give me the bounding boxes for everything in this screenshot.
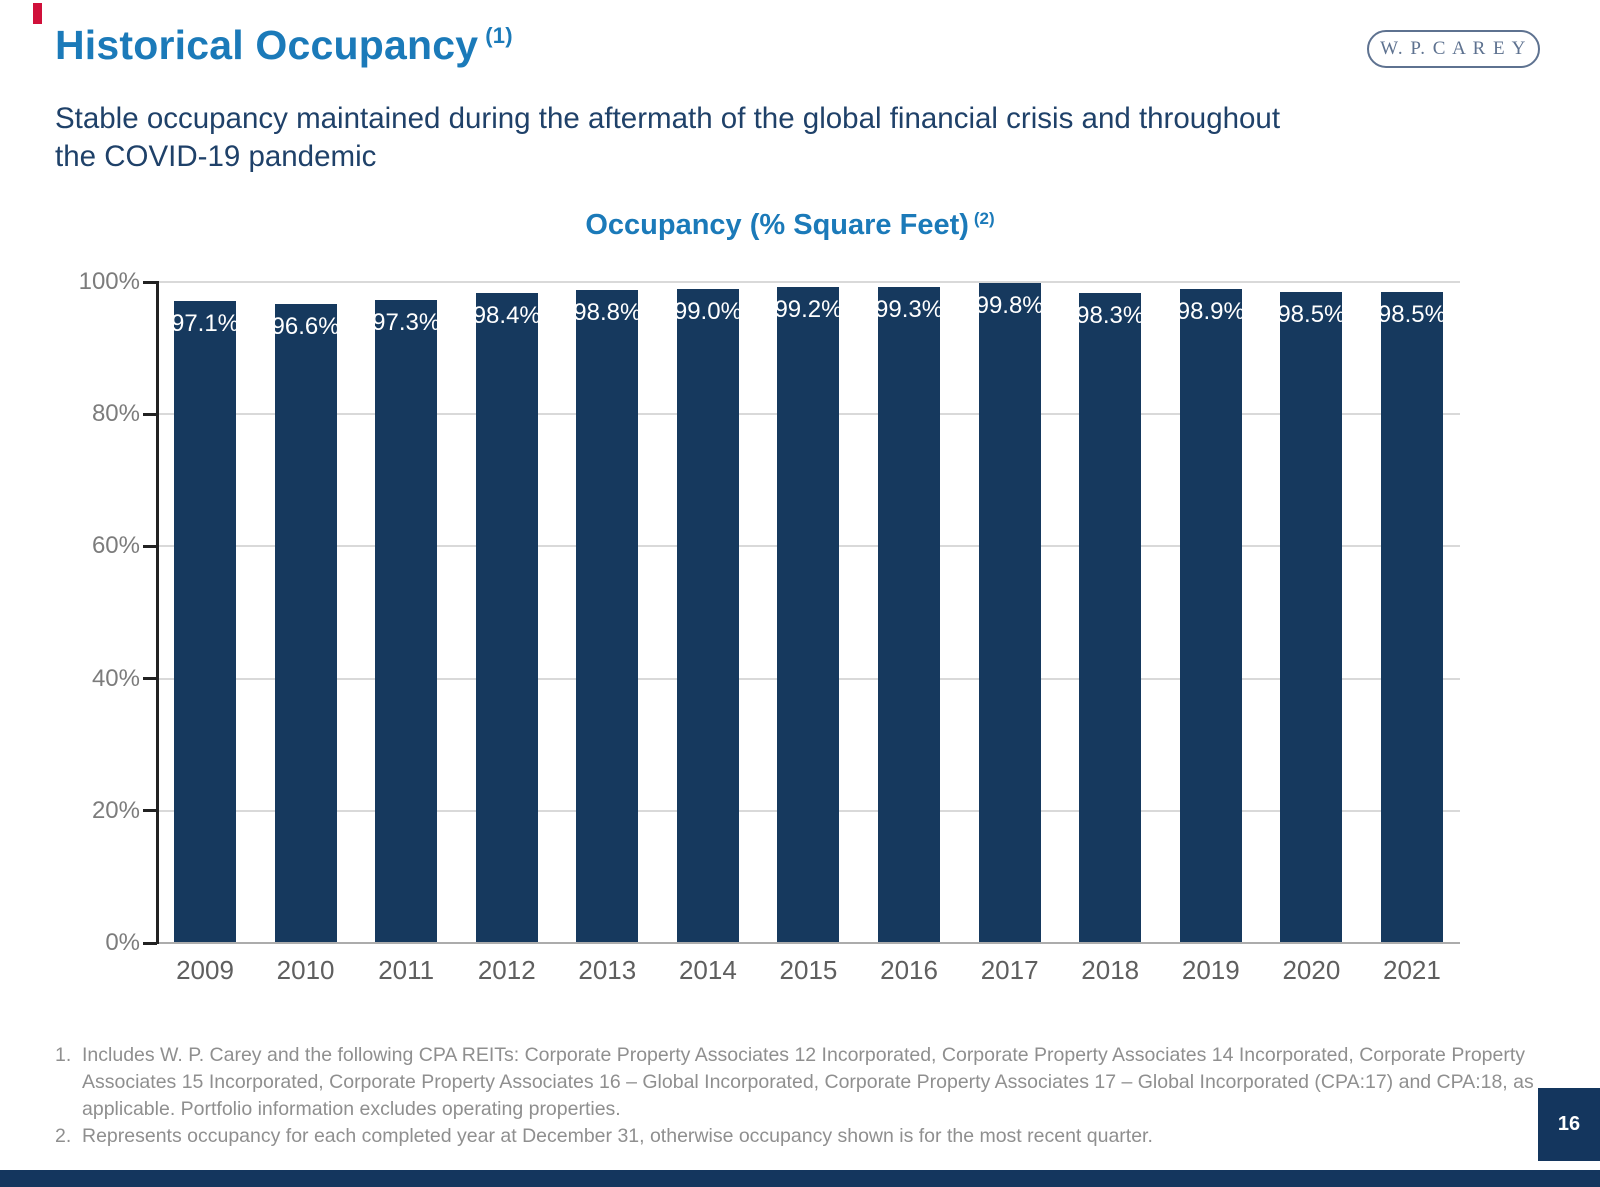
bar: 98.5% — [1277, 291, 1346, 943]
bar-value-label: 99.2% — [774, 296, 843, 324]
subtitle-line-1: Stable occupancy maintained during the a… — [55, 102, 1281, 135]
x-tick-label: 2012 — [477, 955, 536, 985]
bar-cell: 99.8% — [975, 282, 1044, 943]
footnote-2-number: 2. — [55, 1124, 72, 1147]
footnote-2-text: Represents occupancy for each completed … — [82, 1124, 1153, 1147]
page-number-box: 16 — [1538, 1088, 1600, 1161]
footnote-1-number: 1. — [55, 1044, 72, 1066]
x-axis-labels: 2009 2010 2011 2012 2013 2014 2015 2016 2017 2018… — [157, 955, 1460, 986]
y-axis-tick — [143, 412, 157, 416]
bar-value-label: 98.3% — [1076, 302, 1145, 330]
x-tick-label: 2019 — [1181, 955, 1240, 985]
title-footnote-ref: (1) — [485, 23, 513, 48]
bar: 96.6% — [271, 304, 340, 943]
bar: 99.0% — [673, 288, 742, 943]
subtitle: Stable occupancy maintained during the a… — [55, 100, 1545, 177]
bar: 98.3% — [1076, 293, 1145, 943]
plot-area: 97.1% 96.6% 97.3% 98.4% 98.8% 99.0% 99.2% 99.3%… — [79, 268, 1460, 956]
bar-cell: 98.4% — [472, 282, 541, 943]
y-tick-label: 100% — [78, 268, 140, 295]
bar: 98.9% — [1176, 289, 1245, 943]
bar-value-label: 96.6% — [271, 313, 340, 341]
bar: 98.8% — [573, 289, 642, 943]
footer-bar — [0, 1170, 1600, 1187]
chart-title-text: Occupancy (% Square Feet) — [585, 209, 969, 241]
page-title-text: Historical Occupancy — [55, 22, 479, 68]
bar-value-label: 98.4% — [472, 301, 541, 329]
y-tick-label: 40% — [91, 664, 140, 692]
x-tick-label: 2017 — [980, 955, 1039, 985]
bar-value-label: 98.5% — [1277, 300, 1346, 328]
chart-title-footnote-ref: (2) — [973, 209, 995, 228]
x-tick-label: 2011 — [378, 955, 435, 985]
bar-value-label: 98.9% — [1176, 298, 1245, 326]
bar-value-label: 98.8% — [573, 298, 642, 326]
chart-title: Occupancy (% Square Feet) (2) — [0, 209, 1580, 242]
y-tick-label: 0% — [105, 929, 140, 956]
bar-value-label: 99.3% — [875, 295, 944, 323]
y-tick-label: 60% — [91, 532, 140, 560]
bar: 99.3% — [875, 286, 944, 943]
bar-cell: 99.0% — [673, 282, 742, 943]
bar-cell: 98.5% — [1377, 282, 1446, 943]
bar-cell: 97.3% — [372, 282, 441, 943]
bar-cell: 97.1% — [170, 282, 240, 943]
wp-carey-logo-text: W. P. C A R E Y — [1380, 37, 1527, 59]
bar-value-label: 99.0% — [673, 297, 742, 325]
y-axis-tick — [143, 544, 157, 548]
y-axis-tick — [143, 677, 157, 681]
wp-carey-logo: W. P. C A R E Y — [1367, 30, 1540, 68]
bar: 99.2% — [774, 287, 843, 943]
bar: 97.3% — [372, 299, 441, 943]
x-tick-label: 2015 — [779, 955, 838, 985]
x-tick-label: 2010 — [276, 955, 335, 985]
bar-value-label: 97.3% — [372, 308, 441, 336]
bar-cell: 99.2% — [774, 282, 843, 943]
y-axis-line — [156, 281, 159, 944]
y-tick-label: 80% — [91, 400, 140, 428]
bar-value-label: 99.8% — [975, 292, 1044, 320]
bar: 97.1% — [170, 301, 240, 943]
gridline — [157, 281, 1460, 283]
y-axis-tick — [143, 809, 157, 813]
x-tick-label: 2018 — [1081, 955, 1140, 985]
bar-value-label: 97.1% — [170, 310, 240, 338]
gridline — [157, 942, 1460, 944]
x-tick-label: 2020 — [1282, 955, 1341, 985]
x-tick-label: 2009 — [176, 955, 234, 985]
footnote-2: 2. Represents occupancy for each complet… — [55, 1123, 1563, 1150]
footnote-1: 1. Includes W. P. Carey and the followin… — [55, 1042, 1563, 1123]
footnotes: 1. Includes W. P. Carey and the followin… — [55, 1042, 1563, 1150]
x-tick-label: 2013 — [578, 955, 637, 985]
bar-value-label: 98.5% — [1377, 300, 1446, 328]
x-tick-label: 2021 — [1383, 955, 1441, 985]
bar: 99.8% — [975, 283, 1044, 943]
x-tick-label: 2016 — [880, 955, 938, 985]
bar-cell: 98.3% — [1076, 282, 1145, 943]
bar-cell: 96.6% — [271, 282, 340, 943]
subtitle-line-2: the COVID-19 pandemic — [55, 140, 377, 174]
bar-cell: 98.5% — [1277, 282, 1346, 943]
bar: 98.5% — [1377, 291, 1446, 943]
bar: 98.4% — [472, 292, 541, 943]
y-axis-tick — [143, 941, 157, 945]
bar-cell: 99.3% — [875, 282, 944, 943]
bars-container: 97.1% 96.6% 97.3% 98.4% 98.8% 99.0% 99.2% 99.3%… — [157, 282, 1460, 943]
bar-cell: 98.8% — [573, 282, 642, 943]
page-number: 16 — [1557, 1113, 1581, 1135]
page-title: Historical Occupancy (1) — [55, 22, 513, 69]
bar-cell: 98.9% — [1176, 282, 1245, 943]
y-tick-label: 20% — [91, 796, 140, 824]
footnote-1-text: Includes W. P. Carey and the following C… — [82, 1044, 1534, 1120]
red-accent-dash — [33, 3, 42, 24]
y-axis-tick — [143, 280, 157, 284]
x-tick-label: 2014 — [678, 955, 737, 985]
